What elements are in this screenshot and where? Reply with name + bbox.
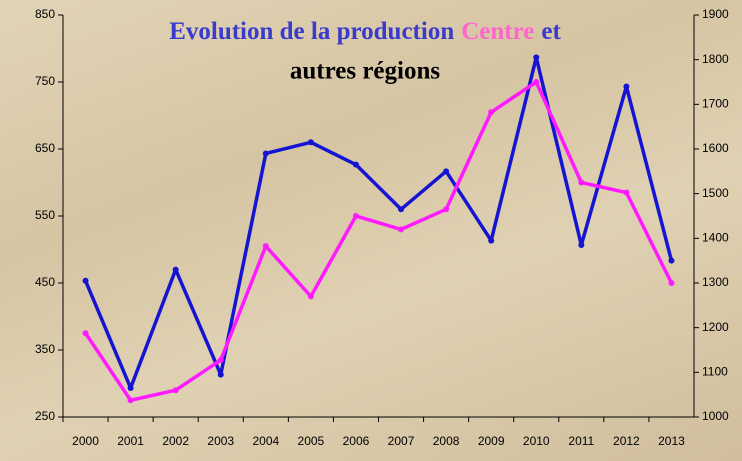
x-tick-label: 2011	[568, 434, 594, 448]
point	[443, 206, 449, 212]
title-series: autres régions	[290, 58, 440, 85]
x-tick-label: 2008	[433, 434, 460, 448]
point	[668, 280, 674, 286]
y2-tick-label: 1400	[702, 231, 729, 245]
x-tick-label: 2003	[207, 434, 234, 448]
point	[353, 162, 359, 168]
point	[578, 180, 584, 186]
point	[443, 168, 449, 174]
y2-tick-label: 1300	[702, 275, 729, 289]
point	[623, 190, 629, 196]
point	[398, 226, 404, 232]
point	[218, 372, 224, 378]
y2-tick-label: 1800	[702, 52, 729, 66]
point	[263, 243, 269, 249]
y2-tick-label: 1700	[702, 97, 729, 111]
point	[128, 397, 134, 403]
x-tick-label: 2004	[252, 434, 279, 448]
y-tick-label: 450	[35, 275, 55, 289]
y2-tick-label: 1000	[702, 409, 729, 423]
x-tick-label: 2000	[72, 434, 99, 448]
title-text: Evolution de la production	[169, 18, 454, 45]
point	[218, 357, 224, 363]
point	[668, 258, 674, 264]
y-tick-label: 550	[35, 208, 55, 222]
x-tick-label: 2013	[658, 434, 685, 448]
x-tick-label: 2002	[162, 434, 189, 448]
point	[263, 150, 269, 156]
point	[308, 293, 314, 299]
y2-tick-label: 1600	[702, 141, 729, 155]
y-tick-label: 250	[35, 409, 55, 423]
x-tick-label: 2012	[613, 434, 640, 448]
chart: Evolution de la production Centre et autre…	[0, 0, 742, 461]
point	[488, 109, 494, 115]
point	[488, 238, 494, 244]
x-tick-label: 2009	[478, 434, 505, 448]
point	[578, 242, 584, 248]
y2-tick-label: 1100	[702, 365, 728, 379]
point	[83, 278, 89, 284]
x-tick-label: 2005	[298, 434, 325, 448]
point	[533, 54, 539, 60]
x-tick-label: 2010	[523, 434, 550, 448]
x-tick-label: 2007	[388, 434, 415, 448]
point	[533, 79, 539, 85]
point	[128, 385, 134, 391]
x-tick-label: 2006	[343, 434, 370, 448]
chart-title: Evolution de la production Centre et	[169, 18, 561, 45]
point	[173, 387, 179, 393]
point	[173, 267, 179, 273]
y-tick-label: 350	[35, 342, 55, 356]
y-tick-label: 650	[35, 141, 55, 155]
x-tick-label: 2001	[117, 434, 144, 448]
y2-tick-label: 1500	[702, 186, 729, 200]
y2-tick-label: 1900	[702, 7, 729, 21]
point	[308, 139, 314, 145]
y-tick-label: 850	[35, 7, 55, 21]
point	[623, 83, 629, 89]
point	[398, 206, 404, 212]
point	[353, 213, 359, 219]
title-text: et	[541, 18, 561, 45]
point	[83, 330, 89, 336]
y2-tick-label: 1200	[702, 320, 729, 334]
y-tick-label: 750	[35, 74, 55, 88]
title-series: Centre	[461, 18, 534, 45]
